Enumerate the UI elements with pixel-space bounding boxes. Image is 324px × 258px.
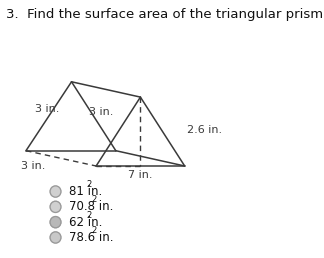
Text: 3.  Find the surface area of the triangular prism.: 3. Find the surface area of the triangul… bbox=[6, 8, 324, 21]
Text: 2: 2 bbox=[92, 226, 97, 235]
Circle shape bbox=[50, 232, 61, 243]
Text: 2: 2 bbox=[92, 195, 97, 204]
Text: 2: 2 bbox=[86, 180, 91, 189]
Text: 2: 2 bbox=[86, 211, 91, 220]
Text: 62 in.: 62 in. bbox=[69, 216, 102, 229]
Text: 81 in.: 81 in. bbox=[69, 185, 102, 198]
Text: 3 in.: 3 in. bbox=[89, 107, 113, 117]
Circle shape bbox=[50, 201, 61, 212]
Text: 7 in.: 7 in. bbox=[128, 170, 153, 180]
Circle shape bbox=[50, 186, 61, 197]
Text: 70.8 in.: 70.8 in. bbox=[69, 200, 113, 213]
Circle shape bbox=[50, 216, 61, 228]
Text: 3 in.: 3 in. bbox=[21, 161, 46, 171]
Text: 2.6 in.: 2.6 in. bbox=[187, 125, 222, 135]
Text: 78.6 in.: 78.6 in. bbox=[69, 231, 113, 244]
Text: 3 in.: 3 in. bbox=[35, 103, 59, 114]
